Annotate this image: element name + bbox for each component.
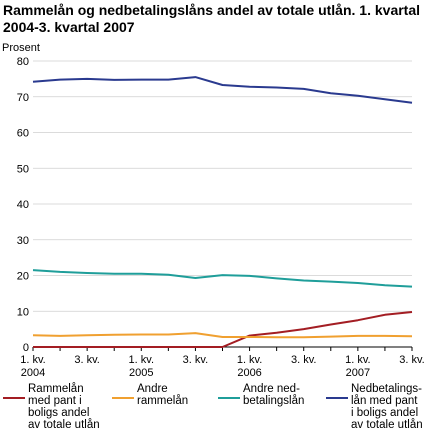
legend-swatch bbox=[326, 397, 348, 399]
x-tick-year: 2007 bbox=[346, 367, 370, 379]
legend-label-line: i boligs andel bbox=[351, 407, 419, 419]
x-tick-label: 1. kv. bbox=[20, 354, 45, 366]
legend-label-line: av totale utlån bbox=[351, 419, 423, 431]
legend-label-line: lån med pant bbox=[351, 395, 418, 407]
legend-swatch bbox=[3, 397, 25, 399]
legend-label-line: betalingslån bbox=[243, 395, 305, 407]
legend-label-line: av totale utlån bbox=[28, 419, 100, 431]
x-tick-label: 3. kv. bbox=[399, 354, 424, 366]
legend-label-line: boligs andel bbox=[28, 407, 90, 419]
legend-label-line: Andre bbox=[137, 383, 168, 395]
series-line-3 bbox=[32, 269, 413, 288]
x-tick-label: 3. kv. bbox=[291, 354, 316, 366]
series-lines bbox=[32, 76, 413, 348]
legend-entry: Rammelån med pant i boligs andel av totale … bbox=[28, 383, 101, 431]
legend-label-line: Andre ned- bbox=[243, 383, 300, 395]
series-line-2 bbox=[32, 332, 413, 339]
y-tick-label: 80 bbox=[17, 56, 29, 68]
x-tick-year: 2005 bbox=[129, 367, 153, 379]
series-line-4 bbox=[32, 76, 413, 104]
legend-entry: Nedbetalings-lån med pant i boligs andel a… bbox=[351, 383, 424, 431]
y-axis-label: Prosent bbox=[2, 42, 40, 54]
y-tick-labels: 0 10 20 30 40 50 60 70 80 bbox=[17, 56, 29, 354]
x-tick-label: 1. kv. bbox=[237, 354, 262, 366]
x-tick-year: 2004 bbox=[21, 367, 45, 379]
legend-swatch bbox=[218, 397, 240, 399]
x-tick-label: 1. kv. bbox=[345, 354, 370, 366]
legend-label-line: Rammelån bbox=[28, 383, 84, 395]
y-tick-label: 20 bbox=[17, 271, 29, 283]
x-tick-year: 2006 bbox=[237, 367, 261, 379]
chart-title: Rammelån og nedbetalingslåns andel av to… bbox=[3, 2, 421, 35]
y-tick-label: 40 bbox=[17, 199, 29, 211]
legend-label-line: med pant i bbox=[28, 395, 82, 407]
x-tick-label: 3. kv. bbox=[74, 354, 99, 366]
y-tick-label: 60 bbox=[17, 128, 29, 140]
y-tick-label: 0 bbox=[23, 342, 29, 354]
y-tick-label: 50 bbox=[17, 163, 29, 175]
legend-entry: Andre rammelån bbox=[137, 383, 207, 407]
x-tick-label: 3. kv. bbox=[183, 354, 208, 366]
legend-swatch bbox=[112, 397, 134, 399]
y-tick-label: 70 bbox=[17, 92, 29, 104]
series-line-1 bbox=[33, 311, 413, 348]
gridlines bbox=[33, 60, 412, 348]
legend-label-line: Nedbetalings- bbox=[351, 383, 422, 395]
y-tick-label: 10 bbox=[17, 306, 29, 318]
legend-label-line: rammelån bbox=[137, 395, 189, 407]
legend-entry: Andre ned-betalingslån bbox=[243, 383, 313, 407]
y-tick-label: 30 bbox=[17, 235, 29, 247]
x-tick-label: 1. kv. bbox=[129, 354, 154, 366]
